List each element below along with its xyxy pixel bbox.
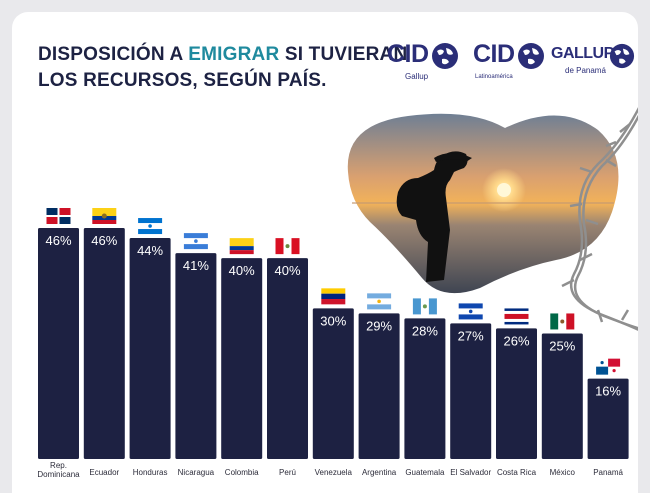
bar: [587, 378, 629, 459]
category-label: México: [550, 468, 576, 477]
flag-venezuela-icon: [321, 288, 346, 305]
bar: [358, 313, 400, 459]
bar-value-label: 41%: [183, 258, 209, 273]
flag-nicaragua-icon: [183, 233, 208, 250]
bar-value-label: 30%: [320, 313, 346, 328]
bar: [175, 253, 217, 459]
globe-icon: [518, 43, 544, 69]
flag-guatemala-icon: [412, 298, 437, 315]
bar: [312, 308, 354, 459]
bar: [404, 318, 446, 459]
flag-peru-icon: [275, 238, 300, 255]
bar: [83, 228, 125, 459]
gallup-panama-logo: GALLUP de Panamá: [551, 40, 637, 88]
infographic-card: DISPOSICIÓN A EMIGRAR SI TUVIERAN LOS REC…: [12, 12, 638, 493]
title-highlight: EMIGRAR: [188, 44, 280, 65]
bar: [496, 328, 537, 459]
flag-argentina-icon: [367, 293, 392, 310]
bar-value-label: 46%: [45, 233, 71, 248]
flag-colombia-icon: [229, 238, 254, 255]
flag-dominican-republic-icon: [46, 208, 71, 224]
category-label: Costa Rica: [497, 468, 537, 477]
flag-mexico-icon: [550, 313, 575, 330]
barbed-wire-icon: [561, 106, 638, 331]
bar-value-label: 29%: [366, 318, 392, 333]
bar: [129, 238, 171, 459]
category-label: Venezuela: [315, 468, 353, 477]
cid-gallup-logo: CID Gallup: [387, 40, 458, 88]
bar-value-label: 40%: [274, 263, 300, 278]
globe-icon: [432, 43, 458, 69]
bar: [541, 333, 583, 459]
category-label: Honduras: [133, 468, 168, 477]
bar: [267, 258, 308, 459]
bar-value-label: 27%: [458, 328, 484, 343]
flag-ecuador-icon: [92, 208, 117, 224]
category-label: Perú: [279, 468, 296, 477]
category-label: Ecuador: [89, 468, 119, 477]
category-label: Guatemala: [405, 468, 445, 477]
bar: [450, 323, 492, 459]
logo-strip: CID Gallup CID Latinoamérica GALLUP de P…: [387, 40, 637, 90]
bar-value-label: 40%: [229, 263, 255, 278]
flag-panama-icon: [596, 358, 621, 375]
bar-value-label: 16%: [595, 384, 621, 399]
globe-icon: [609, 43, 635, 69]
bar-value-label: 28%: [412, 323, 438, 338]
chart-title: DISPOSICIÓN A EMIGRAR SI TUVIERAN LOS REC…: [38, 44, 408, 91]
bar-chart: 46% Rep. Dominicana 46% Ecuador 44% Honduras 41…: [37, 208, 629, 479]
bar-value-label: 25%: [549, 338, 575, 353]
flag-costa-rica-icon: [504, 308, 529, 325]
category-label: Colombia: [225, 468, 259, 477]
category-label: Panamá: [593, 468, 623, 477]
bar-value-label: 46%: [91, 233, 117, 248]
flag-el-salvador-icon: [458, 303, 483, 320]
category-label: El Salvador: [450, 468, 491, 477]
category-label: Nicaragua: [178, 468, 215, 477]
cid-latinoamerica-logo: CID Latinoamérica: [473, 40, 544, 88]
category-label: Rep. Dominicana: [37, 461, 80, 479]
bar: [221, 258, 263, 459]
flag-honduras-icon: [138, 218, 163, 235]
category-label: Argentina: [362, 468, 397, 477]
migrant-silhouette-illustration: [347, 106, 638, 331]
bar: [38, 228, 79, 459]
bar-value-label: 26%: [503, 333, 529, 348]
bar-value-label: 44%: [137, 243, 163, 258]
